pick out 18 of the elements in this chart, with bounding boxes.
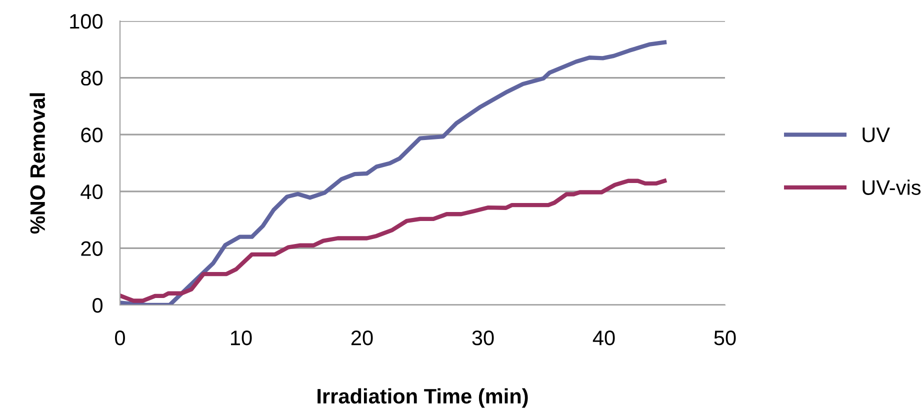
x-tick-label: 0 xyxy=(115,330,125,346)
y-axis-title: %NO Removal xyxy=(30,93,46,234)
x-tick-label: 30 xyxy=(472,330,494,346)
y-tick-label: 60 xyxy=(81,128,103,142)
line-series xyxy=(120,178,667,303)
y-tick-label: 40 xyxy=(80,184,103,200)
x-tick-label: 20 xyxy=(351,330,373,346)
x-tick-label: 10 xyxy=(231,330,252,346)
y-tick-label: 100 xyxy=(70,14,103,29)
line-series xyxy=(120,40,667,305)
legend-label: UV-vis xyxy=(862,180,921,195)
y-tick-label: 20 xyxy=(81,241,103,256)
x-tick-label: 50 xyxy=(714,330,736,346)
legend-label: UV xyxy=(862,128,890,142)
y-tick-label: 0 xyxy=(92,298,103,313)
y-tick-label: 80 xyxy=(81,70,103,86)
x-tick-label: 40 xyxy=(592,330,615,346)
x-axis-title: Irradiation Time (min) xyxy=(318,388,528,408)
